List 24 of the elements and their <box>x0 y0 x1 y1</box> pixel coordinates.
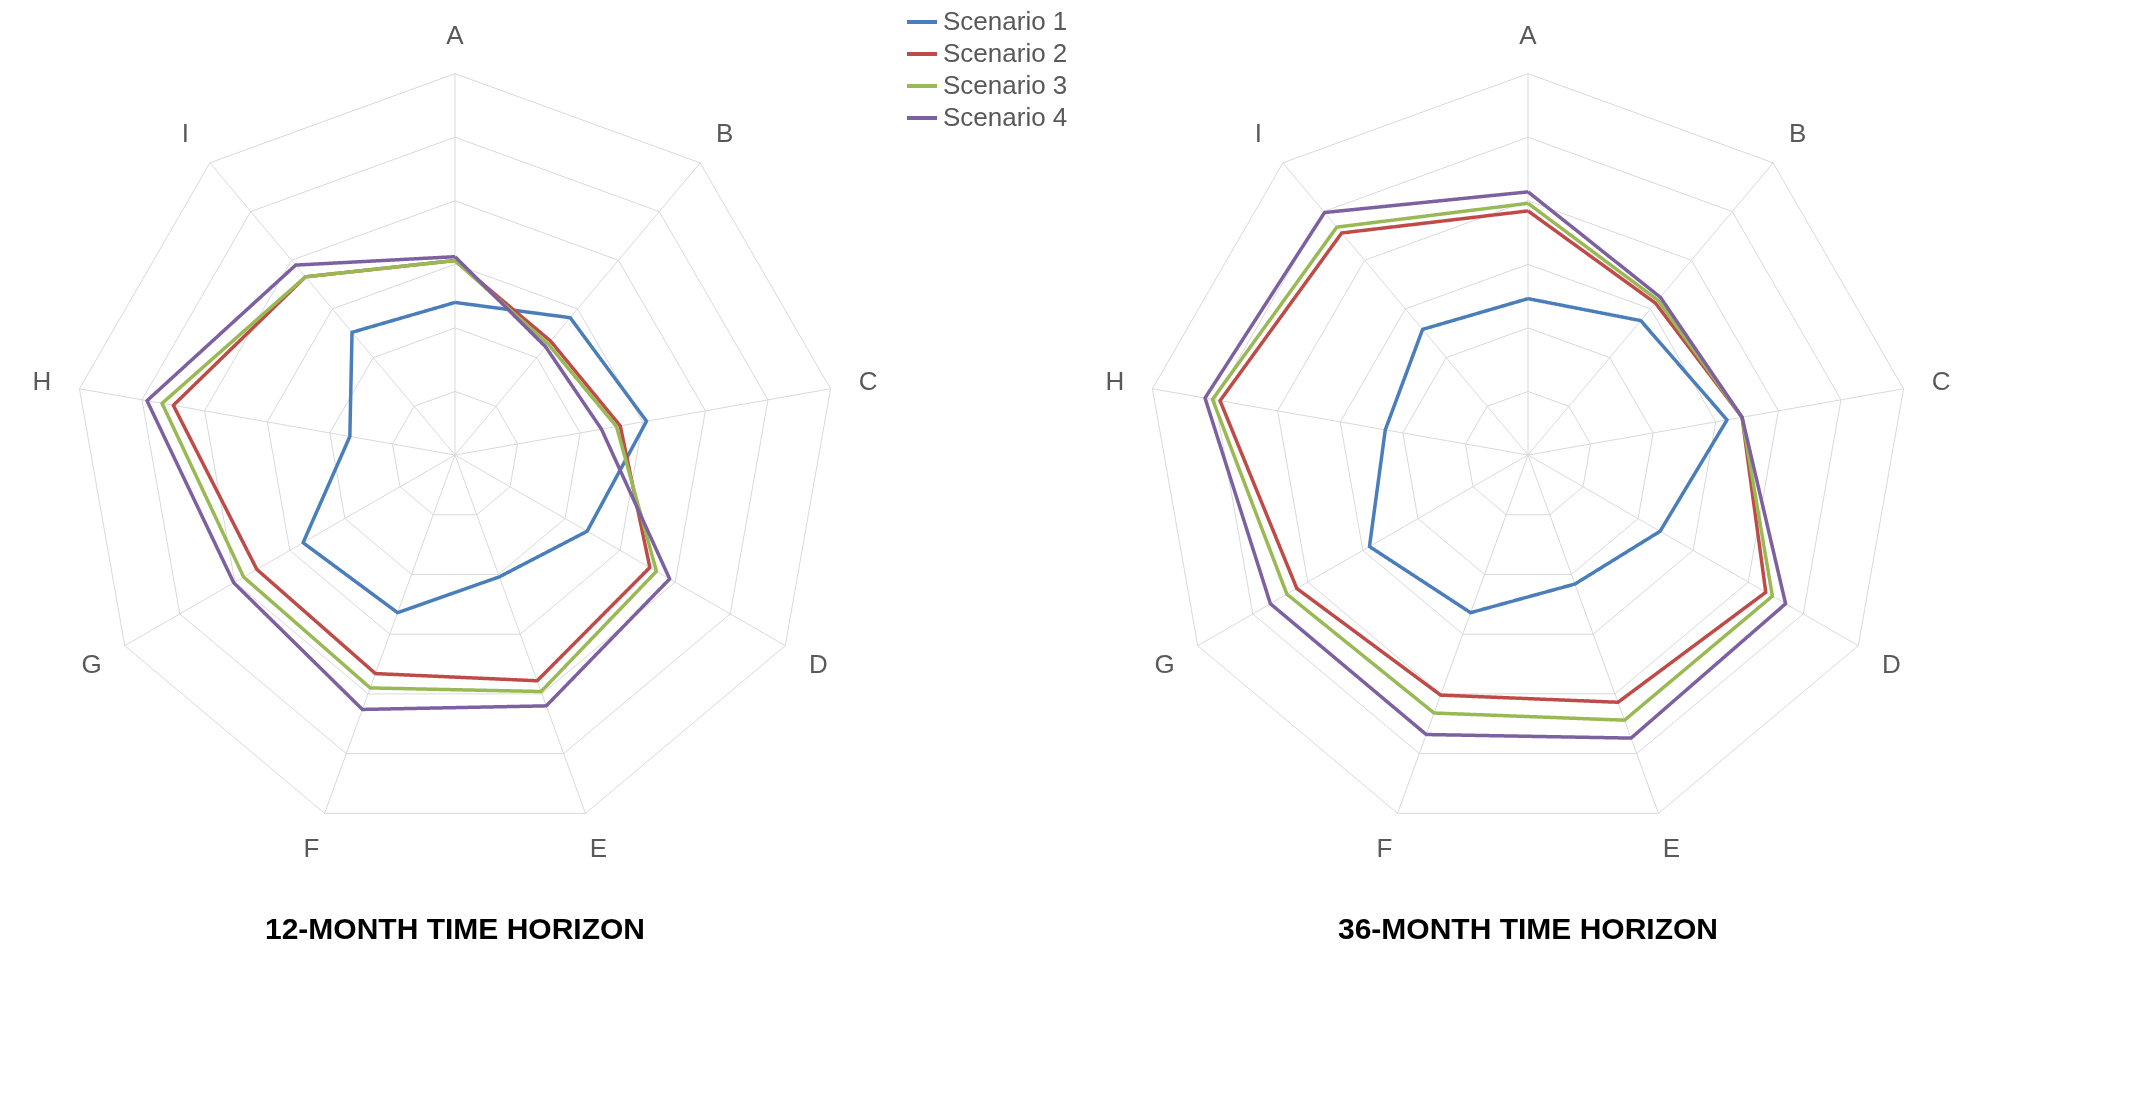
spoke-label: D <box>808 648 828 679</box>
spoke-label: I <box>181 117 189 148</box>
spoke-label: F <box>1376 833 1393 864</box>
text: 36-MONTH TIME HORIZON <box>1338 912 1718 945</box>
spoke-label: H <box>32 366 52 397</box>
legend-label: Scenario 3 <box>943 70 1068 100</box>
text: 12-MONTH TIME HORIZON <box>265 912 645 945</box>
spoke-label: A <box>1519 19 1538 50</box>
spoke-label: A <box>446 19 465 50</box>
spoke-label: G <box>81 648 102 679</box>
spoke-label: E <box>589 833 608 864</box>
spoke-label: F <box>303 833 320 864</box>
spoke-label: C <box>858 366 878 397</box>
spoke-label: B <box>1788 117 1807 148</box>
spoke-label: C <box>1931 366 1951 397</box>
spoke-label: H <box>1105 366 1125 397</box>
spoke-label: D <box>1881 648 1901 679</box>
spoke-label: I <box>1254 117 1262 148</box>
legend-label: Scenario 4 <box>943 102 1068 132</box>
legend-label: Scenario 2 <box>943 38 1068 68</box>
spoke-label: E <box>1662 833 1681 864</box>
spoke-label: G <box>1154 648 1175 679</box>
legend-label: Scenario 1 <box>943 6 1068 36</box>
spoke-label: B <box>715 117 734 148</box>
